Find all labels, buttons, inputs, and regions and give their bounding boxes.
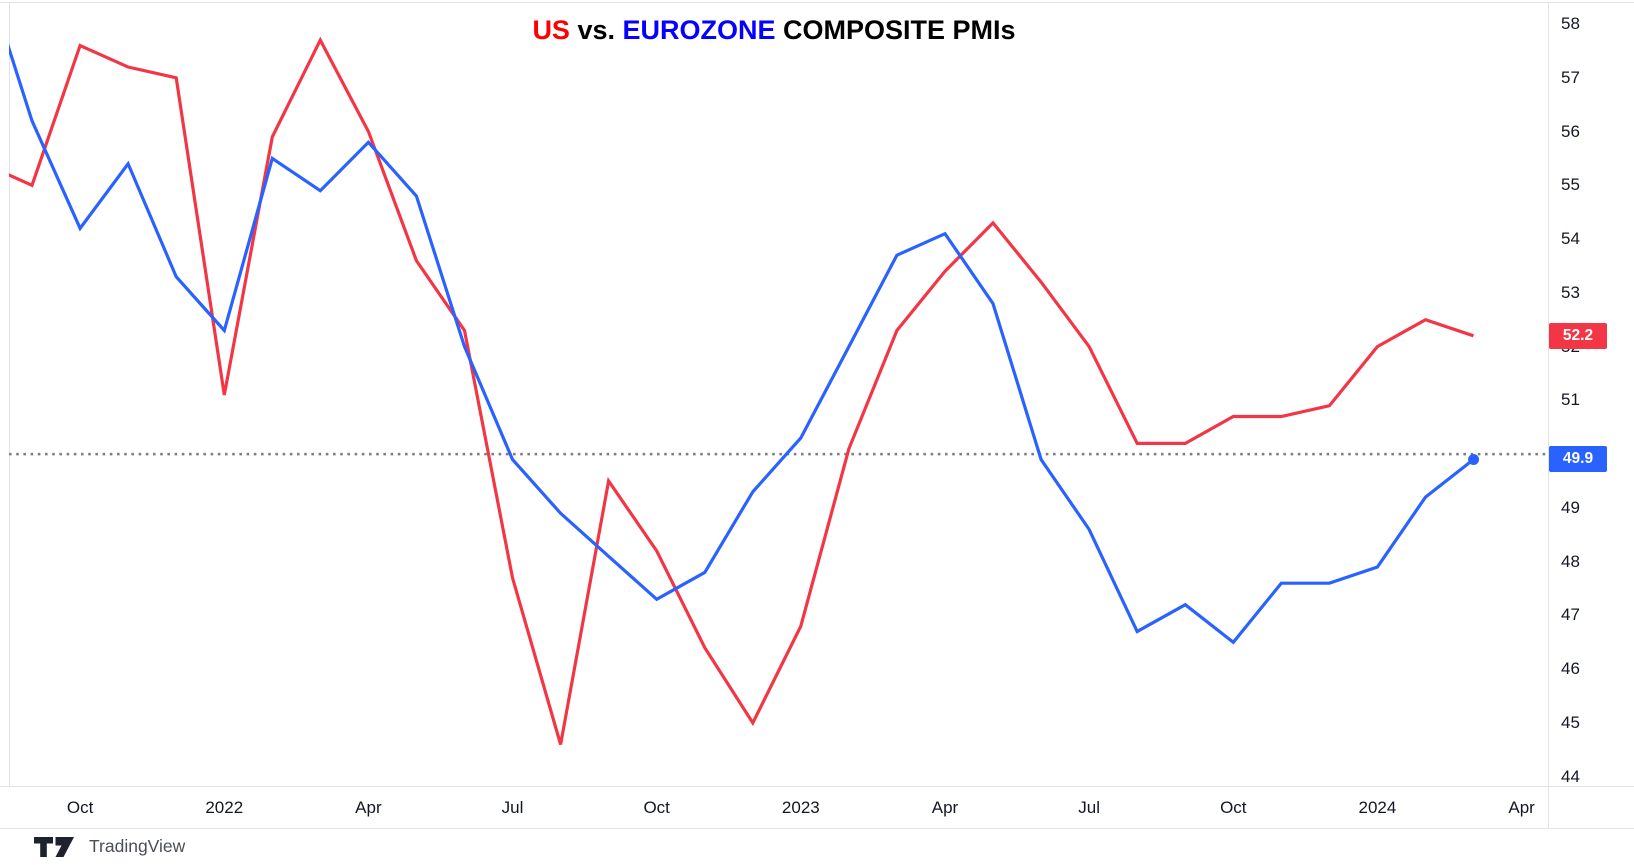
time-axis-label-2022: 2022 [205, 798, 244, 817]
us-series-line[interactable] [9, 36, 1475, 745]
price-axis-label-51: 51 [1561, 390, 1580, 410]
eurozone-last-value-badge: 49.9 [1549, 446, 1607, 473]
time-axis-label-Apr: Apr [355, 798, 382, 817]
time-axis-label-2023: 2023 [781, 798, 820, 817]
price-axis-label-49: 49 [1561, 497, 1580, 517]
time-axis-label-Oct: Oct [1220, 798, 1247, 817]
tradingview-logo-text: TradingView [89, 836, 186, 856]
time-axis-separator [0, 786, 1634, 787]
time-axis-label-Jul: Jul [1078, 798, 1100, 817]
time-axis-label-Jul: Jul [501, 798, 524, 817]
price-axis-label-54: 54 [1561, 229, 1580, 249]
price-axis-separator [1548, 2, 1549, 829]
time-axis-label-Apr: Apr [931, 798, 959, 817]
chart-title-rest: COMPOSITE PMIs [775, 15, 1016, 45]
price-axis-label-58: 58 [1561, 14, 1580, 33]
chart-title: US vs. EUROZONE COMPOSITE PMIs [0, 15, 1548, 46]
price-axis-label-47: 47 [1561, 605, 1580, 625]
price-axis-label-46: 46 [1561, 659, 1580, 679]
plot-area[interactable] [9, 2, 1548, 786]
chart-title-us: US [532, 15, 570, 45]
time-axis-label-Apr: Apr [1508, 798, 1535, 817]
tradingview-logo-icon [34, 836, 74, 857]
price-axis-label-56: 56 [1561, 121, 1580, 141]
time-axis-bottom-border [0, 828, 1634, 829]
time-axis-label-Oct: Oct [66, 798, 94, 817]
chart-title-vs: vs. [569, 15, 623, 45]
eurozone-series-line[interactable] [9, 2, 1475, 645]
us-last-value-badge: 52.2 [1549, 322, 1607, 349]
price-axis-label-45: 45 [1561, 712, 1580, 732]
tradingview-logo[interactable]: TradingView [34, 836, 185, 857]
price-axis-label-55: 55 [1561, 175, 1580, 195]
pane-left-border [9, 2, 10, 786]
pane-top-border [0, 2, 1634, 3]
time-axis-label-Oct: Oct [643, 798, 670, 817]
price-axis-label-57: 57 [1561, 67, 1580, 87]
time-axis-label-2024: 2024 [1358, 798, 1397, 817]
price-axis-label-48: 48 [1561, 551, 1580, 571]
eurozone-last-point-marker [1468, 453, 1480, 465]
chart-title-eurozone: EUROZONE [622, 15, 776, 45]
price-axis-label-53: 53 [1561, 282, 1580, 302]
price-axis-label-44: 44 [1561, 766, 1580, 786]
